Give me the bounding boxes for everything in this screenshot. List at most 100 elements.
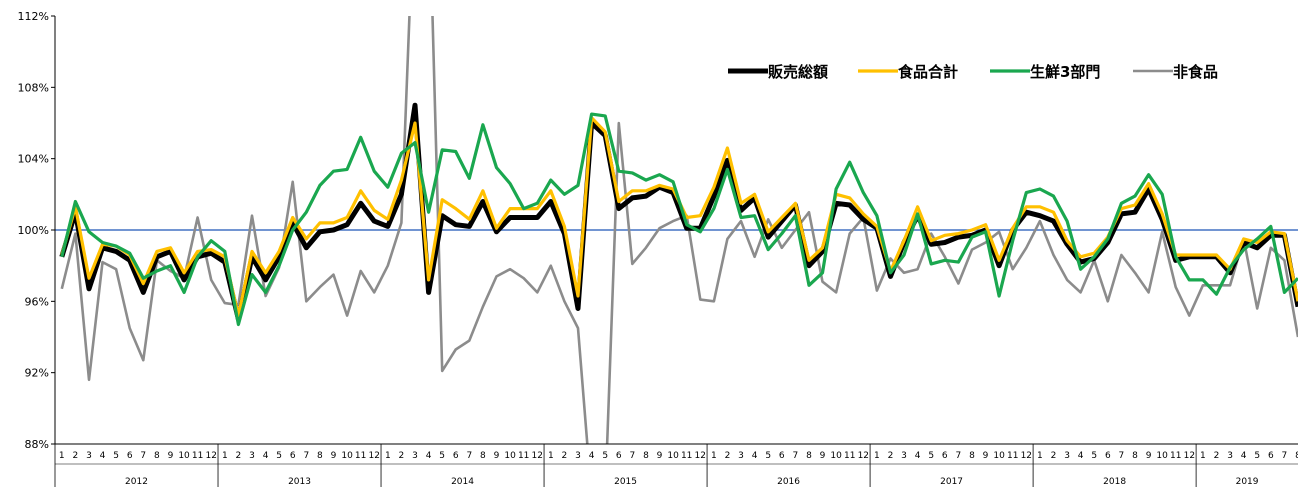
month-tick-label: 3 [738, 451, 744, 461]
month-tick-label: 12 [1021, 451, 1032, 461]
month-tick-label: 7 [466, 451, 472, 461]
month-tick-label: 6 [453, 451, 459, 461]
year-tick-label: 2015 [614, 477, 637, 487]
month-tick-label: 2 [399, 451, 405, 461]
month-tick-label: 9 [1146, 451, 1152, 461]
month-tick-label: 10 [341, 451, 353, 461]
month-tick-label: 10 [1156, 451, 1168, 461]
x-axis-year-ticks: 2012 2013 2014 2015 2016 2017 2018 2019 [54, 444, 1298, 487]
month-tick-label: 3 [86, 451, 92, 461]
month-tick-label: 2 [73, 451, 79, 461]
month-tick-label: 3 [575, 451, 581, 461]
month-tick-label: 5 [113, 451, 119, 461]
y-tick-label: 104% [18, 153, 49, 166]
month-tick-label: 6 [942, 451, 948, 461]
y-tick-label: 112% [18, 10, 49, 23]
month-tick-label: 4 [1078, 451, 1084, 461]
legend: 販売総額 食品合計 生鮮3部門 非食品 [728, 63, 1218, 81]
month-tick-label: 7 [140, 451, 146, 461]
month-tick-label: 3 [412, 451, 418, 461]
month-tick-label: 9 [657, 451, 663, 461]
month-tick-label: 11 [844, 451, 855, 461]
legend-label: 販売総額 [768, 63, 828, 81]
month-tick-label: 2 [1214, 451, 1220, 461]
month-tick-label: 12 [1184, 451, 1195, 461]
month-tick-label: 10 [178, 451, 190, 461]
month-tick-label: 1 [385, 451, 391, 461]
month-tick-label: 12 [858, 451, 869, 461]
legend-label: 非食品 [1173, 63, 1218, 81]
month-tick-label: 1 [222, 451, 228, 461]
month-tick-label: 4 [589, 451, 595, 461]
month-tick-label: 4 [752, 451, 758, 461]
year-tick-label: 2014 [451, 477, 474, 487]
month-tick-label: 5 [439, 451, 445, 461]
legend-label: 食品合計 [898, 63, 958, 81]
year-tick-label: 2012 [125, 477, 148, 487]
month-tick-label: 2 [888, 451, 894, 461]
month-tick-label: 4 [100, 451, 106, 461]
month-tick-label: 3 [901, 451, 907, 461]
year-tick-label: 2017 [940, 477, 963, 487]
month-tick-label: 3 [249, 451, 255, 461]
year-tick-label: 2019 [1236, 477, 1259, 487]
month-tick-label: 7 [1119, 451, 1125, 461]
month-tick-label: 12 [532, 451, 543, 461]
y-tick-label: 108% [18, 81, 49, 94]
month-tick-label: 9 [494, 451, 500, 461]
month-tick-label: 2 [562, 451, 568, 461]
month-tick-label: 6 [127, 451, 133, 461]
series-layer [59, 16, 1298, 444]
y-tick-label: 92% [25, 367, 49, 380]
month-tick-label: 1 [1037, 451, 1043, 461]
month-tick-label: 11 [1170, 451, 1181, 461]
month-tick-label: 5 [1091, 451, 1097, 461]
month-tick-label: 8 [480, 451, 486, 461]
month-tick-label: 8 [1295, 451, 1298, 461]
month-tick-label: 11 [518, 451, 529, 461]
month-tick-label: 6 [290, 451, 296, 461]
series-line-生鮮3部門 [60, 112, 1298, 327]
month-tick-label: 1 [548, 451, 554, 461]
month-tick-label: 5 [928, 451, 934, 461]
series-line-非食品 [60, 16, 1298, 444]
year-tick-label: 2013 [288, 477, 311, 487]
month-tick-label: 8 [154, 451, 160, 461]
month-tick-label: 3 [1064, 451, 1070, 461]
month-tick-label: 10 [993, 451, 1005, 461]
month-tick-label: 12 [695, 451, 706, 461]
month-tick-label: 10 [830, 451, 842, 461]
month-tick-label: 8 [317, 451, 323, 461]
y-axis-ticks: 88% 92% 96% 100% 104% 108% 112% [18, 10, 55, 451]
x-axis-month-ticks: 1 2 3 4 5 6 7 8 9 10 11 12 1 2 3 4 5 6 7 8 9 10 11 12 1 2 3 4 5 6 7 8 9 1… [59, 451, 1298, 461]
month-tick-label: 11 [192, 451, 203, 461]
y-tick-label: 100% [18, 224, 49, 237]
month-tick-label: 9 [168, 451, 174, 461]
month-tick-label: 6 [616, 451, 622, 461]
month-tick-label: 4 [263, 451, 269, 461]
month-tick-label: 11 [1007, 451, 1018, 461]
month-tick-label: 1 [874, 451, 880, 461]
year-tick-label: 2018 [1103, 477, 1126, 487]
year-tick-label: 2016 [777, 477, 800, 487]
month-tick-label: 1 [59, 451, 65, 461]
month-tick-label: 8 [806, 451, 812, 461]
month-tick-label: 9 [331, 451, 337, 461]
month-tick-label: 1 [711, 451, 717, 461]
month-tick-label: 7 [1282, 451, 1288, 461]
legend-label: 生鮮3部門 [1030, 63, 1100, 81]
month-tick-label: 3 [1227, 451, 1233, 461]
month-tick-label: 5 [1254, 451, 1260, 461]
y-tick-label: 88% [25, 438, 49, 451]
month-tick-label: 10 [504, 451, 516, 461]
month-tick-label: 8 [643, 451, 649, 461]
month-tick-label: 5 [276, 451, 282, 461]
month-tick-label: 2 [236, 451, 242, 461]
month-tick-label: 2 [1051, 451, 1057, 461]
month-tick-label: 5 [765, 451, 771, 461]
month-tick-label: 11 [681, 451, 692, 461]
month-tick-label: 9 [820, 451, 826, 461]
month-tick-label: 12 [205, 451, 216, 461]
month-tick-label: 4 [915, 451, 921, 461]
